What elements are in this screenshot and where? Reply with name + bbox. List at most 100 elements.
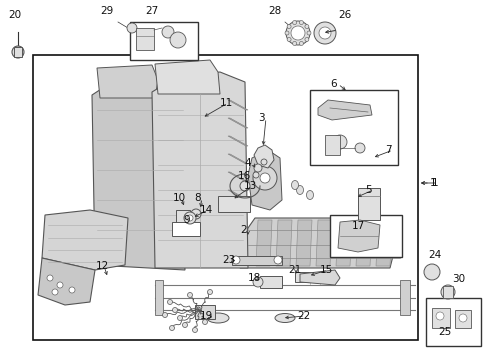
Text: 11: 11 [220, 98, 233, 108]
Circle shape [292, 21, 296, 24]
Text: 29: 29 [100, 6, 113, 16]
Circle shape [285, 21, 309, 45]
Polygon shape [227, 118, 247, 128]
Circle shape [162, 312, 167, 318]
Polygon shape [355, 220, 371, 266]
Text: 15: 15 [319, 265, 332, 275]
Polygon shape [256, 220, 271, 266]
Text: 9: 9 [183, 215, 189, 225]
Circle shape [458, 314, 466, 322]
Polygon shape [152, 72, 247, 268]
Text: 22: 22 [296, 311, 309, 321]
Circle shape [252, 172, 259, 178]
Polygon shape [38, 258, 95, 305]
Circle shape [52, 289, 58, 295]
Bar [172, 222, 200, 236]
Circle shape [332, 135, 346, 149]
Text: 10: 10 [173, 193, 186, 203]
Text: 3: 3 [258, 113, 264, 123]
Circle shape [47, 275, 53, 281]
Circle shape [423, 264, 439, 280]
Text: 1: 1 [431, 178, 438, 188]
Text: 21: 21 [287, 265, 301, 275]
Text: 1: 1 [429, 178, 436, 188]
Circle shape [285, 31, 288, 35]
Polygon shape [92, 78, 184, 270]
Circle shape [12, 46, 24, 58]
Circle shape [435, 312, 443, 320]
Text: 12: 12 [96, 261, 109, 271]
Bar [195, 305, 215, 319]
Text: 2: 2 [240, 225, 246, 235]
Circle shape [299, 21, 303, 24]
Bar [176, 210, 190, 224]
Ellipse shape [296, 185, 303, 194]
Bar [442, 286, 452, 298]
Polygon shape [375, 220, 391, 266]
Circle shape [305, 24, 308, 28]
Text: 30: 30 [451, 274, 464, 284]
Circle shape [440, 285, 454, 299]
Bar [136, 28, 154, 50]
Polygon shape [42, 210, 128, 270]
Bar [425, 298, 480, 346]
Bar [218, 196, 249, 212]
Text: 7: 7 [384, 145, 391, 155]
Circle shape [57, 282, 63, 288]
Circle shape [167, 300, 172, 305]
Circle shape [186, 215, 193, 221]
Text: 28: 28 [267, 6, 281, 16]
Circle shape [231, 256, 240, 264]
Polygon shape [227, 100, 247, 110]
Circle shape [187, 292, 192, 297]
Text: 6: 6 [329, 79, 336, 89]
Bar [155, 280, 163, 315]
Circle shape [182, 323, 187, 328]
Bar [260, 276, 282, 288]
Circle shape [305, 37, 308, 41]
Circle shape [240, 181, 249, 191]
Circle shape [172, 307, 177, 312]
Text: 8: 8 [194, 193, 200, 203]
Ellipse shape [291, 180, 298, 189]
Text: 16: 16 [238, 171, 251, 181]
Circle shape [252, 277, 263, 287]
Circle shape [306, 31, 310, 35]
Circle shape [183, 212, 196, 224]
Text: 27: 27 [145, 6, 158, 16]
Circle shape [354, 143, 364, 153]
Text: 19: 19 [200, 311, 213, 321]
Circle shape [318, 27, 330, 39]
Circle shape [290, 26, 305, 40]
Text: 13: 13 [244, 181, 257, 191]
Circle shape [260, 173, 269, 183]
Polygon shape [240, 218, 399, 268]
Circle shape [286, 24, 290, 28]
Bar [431, 308, 449, 328]
Polygon shape [337, 220, 379, 252]
Polygon shape [275, 220, 291, 266]
Polygon shape [315, 220, 331, 266]
Bar [14, 47, 22, 57]
Ellipse shape [206, 313, 228, 323]
Ellipse shape [306, 190, 313, 199]
Circle shape [69, 287, 75, 293]
Polygon shape [155, 60, 220, 94]
Bar [130, 22, 198, 60]
Bar [454, 310, 470, 328]
Circle shape [252, 166, 276, 190]
Circle shape [127, 23, 137, 33]
Ellipse shape [274, 314, 294, 323]
Circle shape [299, 41, 303, 45]
Text: 14: 14 [200, 205, 213, 215]
Circle shape [192, 328, 197, 333]
Polygon shape [97, 65, 158, 98]
Polygon shape [227, 136, 247, 146]
Polygon shape [317, 100, 371, 120]
Polygon shape [227, 154, 247, 164]
Polygon shape [247, 150, 282, 210]
Polygon shape [295, 220, 311, 266]
Bar [294, 272, 312, 282]
Text: 25: 25 [437, 327, 450, 337]
Circle shape [261, 159, 266, 165]
